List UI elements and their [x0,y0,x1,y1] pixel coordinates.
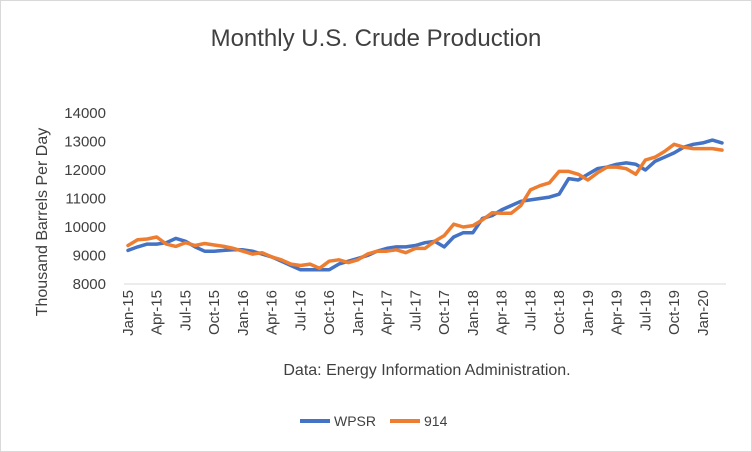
x-tick-label: Apr-18 [494,290,511,335]
x-tick-label: Oct-15 [206,290,223,335]
x-tick-label: Jan-16 [235,290,252,336]
x-tick-label: Oct-19 [666,290,683,335]
x-tick-label: Oct-17 [436,290,453,335]
y-axis: 8000 9000 10000 11000 12000 13000 14000 [64,105,106,293]
y-tick-label: 10000 [64,219,106,236]
x-tick-label: Apr-19 [609,290,626,335]
series-line-914 [126,142,724,271]
x-tick-label: Jan-17 [350,290,367,336]
x-tick-label: Jan-18 [465,290,482,336]
x-tick-label: Jan-19 [580,290,597,336]
y-axis-title: Thousand Barrels Per Day [34,128,51,317]
x-tick-label: Jan-15 [120,290,137,336]
x-tick-label: Apr-16 [264,290,281,335]
x-tick-label: Jul-18 [522,290,539,331]
y-tick-label: 8000 [73,276,106,293]
series-line-wpsr [126,138,724,272]
x-tick-label: Jul-16 [292,290,309,331]
x-tick-label: Apr-17 [379,290,396,335]
x-tick-label: Jul-17 [407,290,424,331]
legend-label: 914 [424,413,448,429]
chart-title: Monthly U.S. Crude Production [211,25,542,52]
x-tick-label: Jul-15 [177,290,194,331]
x-tick-label: Oct-16 [321,290,338,335]
x-tick-label: Apr-15 [149,290,166,335]
y-tick-label: 13000 [64,134,106,151]
x-tick-label: Jan-20 [695,290,712,336]
series-lines [126,138,724,272]
legend: WPSR 914 [300,413,448,429]
y-tick-label: 11000 [65,191,106,208]
x-axis-title: Data: Energy Information Administration. [283,362,570,379]
y-tick-label: 14000 [64,105,106,122]
x-axis: Jan-15 Apr-15 Jul-15 Oct-15 Jan-16 Apr-16 Jul-… [120,290,712,336]
y-tick-label: 9000 [73,248,106,265]
x-tick-label: Oct-18 [551,290,568,335]
legend-label: WPSR [334,413,376,429]
x-tick-label: Jul-19 [637,290,654,331]
y-tick-label: 12000 [64,162,106,179]
